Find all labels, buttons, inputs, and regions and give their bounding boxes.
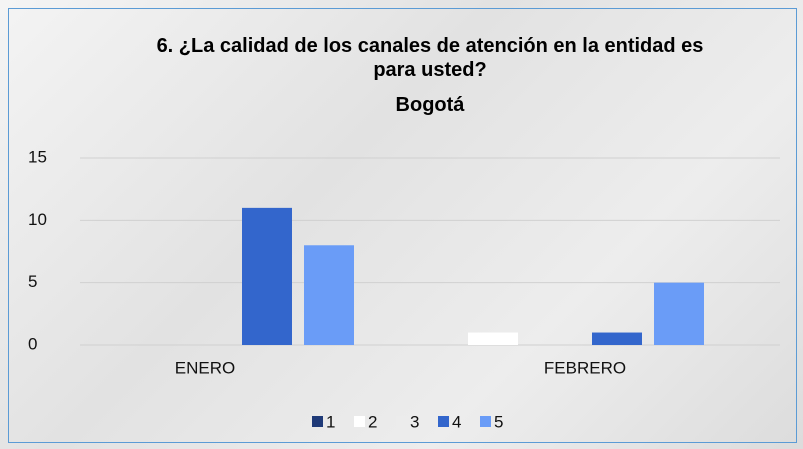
legend-label: 2: [368, 412, 377, 431]
bar: [592, 333, 642, 345]
bar: [304, 245, 354, 345]
plot: 0 5 10 15 ENERO FEBRERO 1 2 3 4 5: [0, 0, 803, 449]
y-tick-label: 10: [28, 210, 47, 229]
legend-label: 5: [494, 412, 503, 431]
bar: [468, 333, 518, 345]
y-tick-label: 15: [28, 147, 47, 166]
x-tick-label: ENERO: [175, 358, 235, 377]
legend-swatch: [396, 416, 407, 427]
x-tick-label: FEBRERO: [544, 358, 626, 377]
legend-label: 3: [410, 412, 419, 431]
legend-swatch: [312, 416, 323, 427]
bar: [242, 208, 292, 345]
y-tick-label: 5: [28, 272, 37, 291]
y-tick-label: 0: [28, 334, 37, 353]
legend-label: 4: [452, 412, 461, 431]
legend-swatch: [354, 416, 365, 427]
legend-label: 1: [326, 412, 335, 431]
bar: [654, 283, 704, 345]
legend-swatch: [438, 416, 449, 427]
legend-swatch: [480, 416, 491, 427]
chart: 6. ¿La calidad de los canales de atenció…: [0, 0, 803, 449]
